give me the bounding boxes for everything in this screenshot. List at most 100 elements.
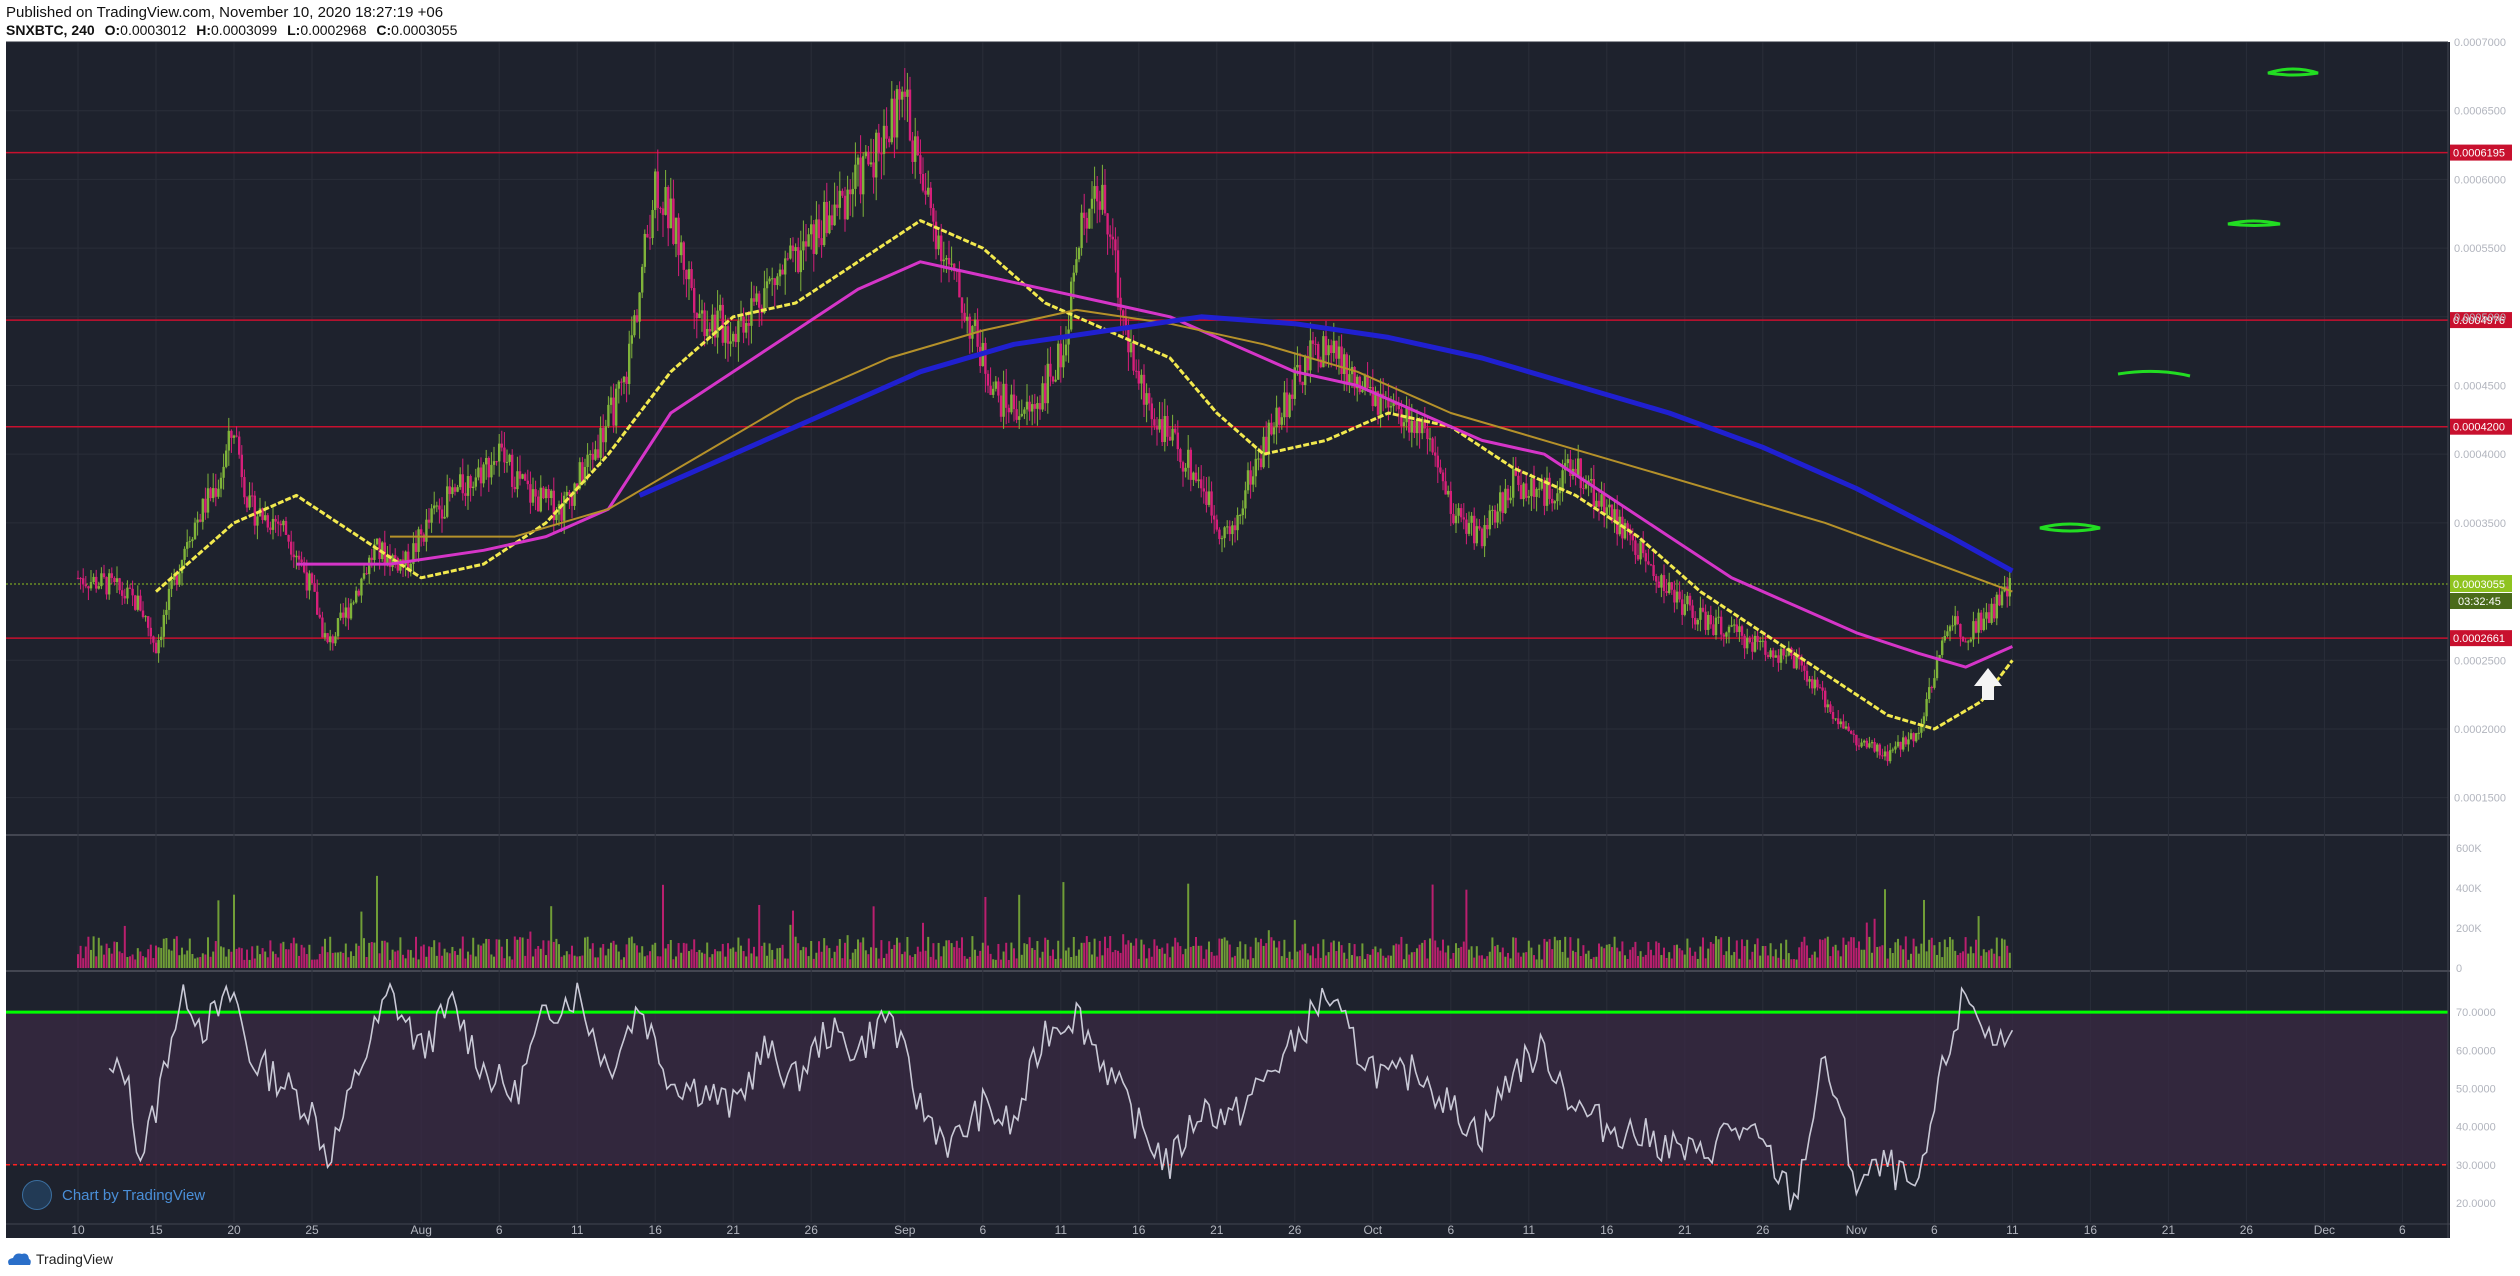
volume-bar: [651, 944, 654, 968]
volume-bar: [1351, 955, 1353, 968]
candle-body: [1119, 297, 1122, 311]
candle-body: [495, 461, 498, 463]
volume-bar: [1410, 952, 1413, 968]
candle-body: [758, 293, 761, 308]
volume-bar: [1062, 882, 1065, 968]
candle-body: [1688, 595, 1692, 606]
volume-bar: [157, 947, 160, 968]
arrow-up-icon: [1974, 668, 2002, 700]
volume-bar: [989, 953, 992, 968]
volume-bar: [948, 940, 950, 968]
tradingview-watermark[interactable]: Chart by TradingView: [22, 1180, 205, 1210]
rsi-pane: [6, 981, 2448, 1211]
candle-body: [682, 242, 685, 270]
candle-body: [1044, 383, 1047, 404]
volume-bar: [126, 956, 129, 968]
candle-body: [1889, 750, 1892, 762]
volume-bar: [1816, 957, 1819, 968]
candle-body: [1980, 612, 1983, 631]
candle-body: [906, 89, 909, 97]
candle-body: [1005, 383, 1008, 408]
rsi-tick-5: 20.0000: [2456, 1198, 2496, 1210]
candle-body: [1023, 409, 1026, 414]
candle-body: [1886, 751, 1889, 762]
ohlc-close: C:0.0003055: [376, 22, 458, 38]
candle-body: [196, 519, 199, 523]
candle-body: [1579, 458, 1582, 489]
candle-body: [940, 235, 943, 262]
candle-body: [131, 588, 134, 596]
countdown-bg: [2450, 593, 2512, 610]
candle-body: [1379, 393, 1382, 415]
volume-bar: [1936, 954, 1938, 968]
candle-body: [726, 326, 730, 344]
candle-body: [1712, 624, 1715, 636]
volume-bar: [1455, 943, 1457, 968]
candle-body: [537, 496, 540, 512]
candle-body: [1863, 740, 1866, 743]
volume-bar: [1566, 957, 1569, 968]
candle-body: [225, 450, 228, 467]
candle-body: [659, 207, 662, 209]
volume-bar: [1577, 938, 1580, 968]
candle-body: [1831, 712, 1835, 719]
volume-bar: [677, 943, 680, 968]
candle-body: [1093, 186, 1096, 199]
volume-bar: [623, 957, 625, 968]
candle-body: [149, 627, 152, 637]
volume-bar: [1699, 946, 1702, 968]
volume-bar: [1777, 957, 1780, 968]
candle-body: [908, 89, 912, 141]
candle-body: [375, 538, 379, 545]
candle-body: [511, 454, 514, 487]
volume-bar: [103, 954, 105, 968]
candle-body: [1363, 375, 1367, 390]
volume-bar: [1894, 942, 1897, 968]
volume-bar: [1938, 942, 1941, 968]
x-tick-19: 16: [1600, 1223, 1614, 1237]
footer-brand[interactable]: TradingView: [6, 1251, 113, 1267]
candle-body: [1486, 524, 1489, 530]
volume-bar: [1052, 949, 1054, 968]
candle-body: [479, 467, 483, 484]
volume-bar: [1751, 951, 1754, 968]
volume-bar: [552, 941, 555, 968]
volume-bar: [1184, 948, 1187, 968]
volume-bar: [542, 940, 545, 968]
volume-bar: [1322, 939, 1325, 968]
candle-body: [1335, 340, 1338, 359]
volume-bar: [1748, 959, 1751, 968]
volume-bar: [1343, 952, 1346, 968]
volume-bar: [539, 948, 542, 968]
chart-canvas[interactable]: 0.00061950.00049760.00042000.00026610.00…: [0, 0, 2520, 1250]
volume-bar: [152, 958, 155, 968]
volume-bar: [118, 951, 121, 968]
volume-bar: [381, 940, 384, 968]
volume-bar: [1098, 940, 1101, 968]
volume-bar: [480, 945, 482, 968]
candle-body: [890, 98, 893, 143]
volume-bar: [1977, 916, 1980, 968]
volume-bar: [578, 956, 581, 968]
candle-body: [1891, 749, 1894, 751]
volume-bar: [1951, 939, 1954, 968]
candle-body: [1779, 648, 1783, 663]
volume-bar: [1353, 944, 1356, 968]
candle-body: [414, 543, 418, 552]
volume-tick-3: 0: [2456, 963, 2462, 975]
volume-bar: [976, 955, 979, 968]
volume-bar: [758, 904, 761, 968]
candle-body: [1600, 494, 1603, 507]
volume-bar: [168, 949, 170, 968]
volume-bar: [1826, 936, 1829, 968]
volume-bar: [511, 959, 514, 968]
candle-body: [1543, 480, 1546, 506]
volume-bar: [134, 959, 137, 968]
candle-body: [409, 563, 412, 570]
candle-body: [1210, 491, 1213, 516]
candle-body: [1376, 391, 1380, 415]
volume-bar: [1078, 949, 1080, 968]
candle-body: [238, 436, 241, 455]
candle-body: [1761, 640, 1764, 642]
candle-body: [141, 610, 145, 617]
